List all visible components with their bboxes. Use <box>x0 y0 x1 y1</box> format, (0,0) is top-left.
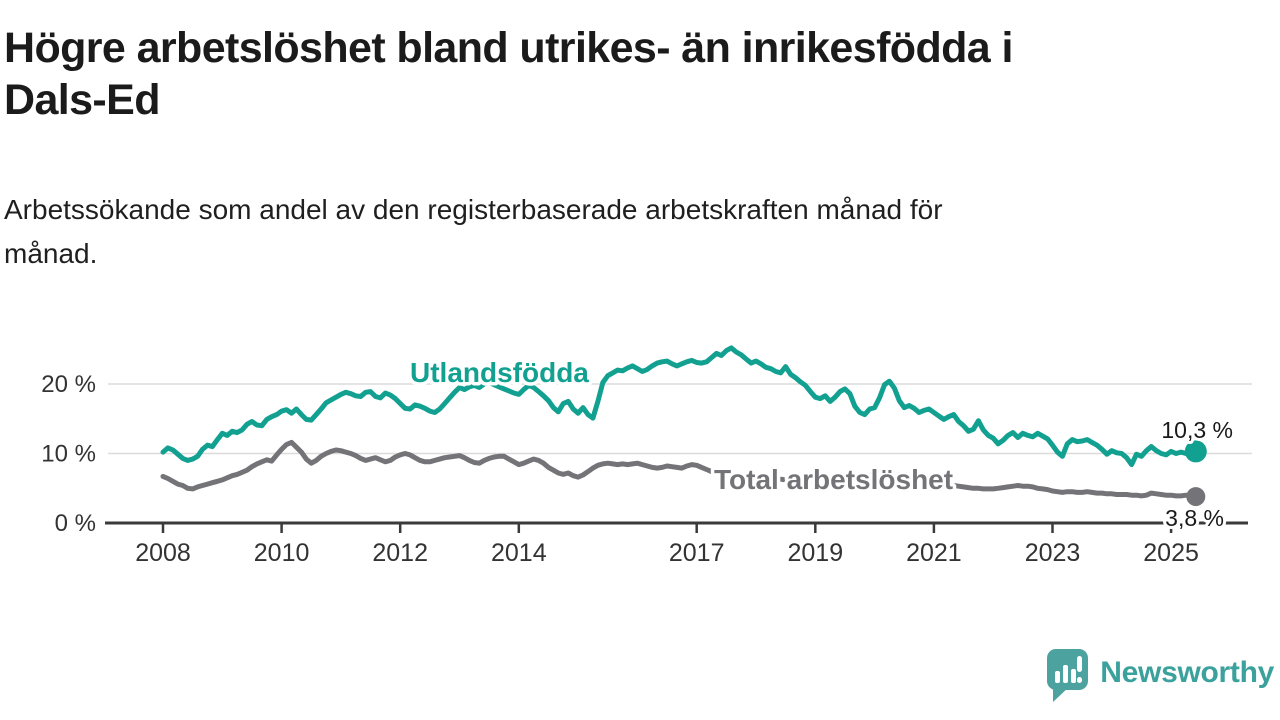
newsworthy-logo-icon <box>1047 649 1089 702</box>
series-line-total-arbetsloshet <box>160 439 1199 500</box>
x-tick-label-2023: 2023 <box>1025 539 1081 567</box>
x-tick-label-2019: 2019 <box>787 539 843 567</box>
y-tick-label-0: 0 % <box>55 510 96 537</box>
chart-subtitle-line2: månad. <box>4 237 98 269</box>
chart-subtitle: Arbetssökande som andel av den registerb… <box>4 188 943 275</box>
newsworthy-logo: Newsworthy <box>1044 646 1274 706</box>
x-tick-label-2025: 2025 <box>1143 539 1199 567</box>
x-tick-label-2014: 2014 <box>491 539 547 567</box>
x-tick-label-2010: 2010 <box>254 539 310 567</box>
x-tick-label-2008: 2008 <box>135 539 191 567</box>
newsworthy-logo-text: Newsworthy <box>1100 656 1274 689</box>
series-end-label-total-arbetsloshet: 3,8 % <box>1165 505 1224 531</box>
series-label-total-arbetsloshet: Total arbetslöshet <box>714 464 953 495</box>
series-line-utlandsfodda <box>160 345 1199 468</box>
x-tick-label-2012: 2012 <box>372 539 428 567</box>
page-title: Högre arbetslöshet bland utrikes- än inr… <box>4 22 1013 126</box>
page-title-line1: Högre arbetslöshet bland utrikes- än inr… <box>4 24 1013 72</box>
y-tick-label-10: 10 % <box>41 441 96 468</box>
series-label-utlandsfodda: Utlandsfödda <box>410 357 589 388</box>
chart-subtitle-line1: Arbetssökande som andel av den registerb… <box>4 194 943 225</box>
x-tick-label-2017: 2017 <box>669 539 725 567</box>
y-tick-label-20: 20 % <box>41 371 96 398</box>
series-end-dot-total-arbetsloshet <box>1186 487 1206 507</box>
x-tick-label-2021: 2021 <box>906 539 962 567</box>
series-end-label-utlandsfodda: 10,3 % <box>1161 417 1233 443</box>
page-title-line2: Dals-Ed <box>4 76 161 125</box>
series-end-dot-utlandsfodda <box>1184 440 1207 463</box>
